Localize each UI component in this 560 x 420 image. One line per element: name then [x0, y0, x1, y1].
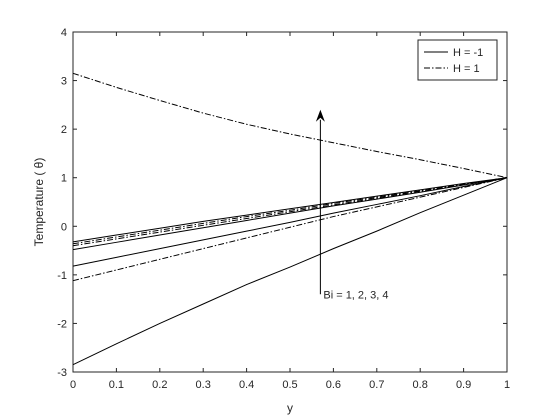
y-tick-label: -3 — [57, 367, 67, 379]
series-line-h-minus-1-3 — [72, 177, 508, 243]
plot-area — [72, 31, 508, 373]
x-tick-label: 0 — [70, 379, 76, 391]
x-tick-label: 0.8 — [413, 379, 428, 391]
legend-label-h-1: H = 1 — [453, 63, 480, 75]
y-tick-label: 4 — [61, 27, 67, 39]
x-tick-label: 0.5 — [282, 379, 297, 391]
x-axis-title: y — [287, 401, 293, 415]
legend-box — [417, 39, 498, 81]
y-tick-label: 1 — [61, 173, 67, 185]
series-line-h-1-6 — [72, 177, 508, 247]
axes: 0 0.1 0.2 0.3 0.4 0.5 0.6 0.7 0.8 0.9 1 -3 -2 -1 0 1 2 3 4 — [57, 27, 510, 391]
x-tick-label: 0.1 — [109, 379, 124, 391]
y-tick-label: -2 — [57, 318, 67, 330]
y-axis-title: Temperature ( θ) — [32, 158, 46, 247]
x-tick-label: 0.6 — [326, 379, 341, 391]
series-line-h-minus-1-1 — [72, 177, 508, 267]
y-tick-label: -1 — [57, 270, 67, 282]
y-tick-label: 2 — [61, 124, 67, 136]
series-line-h-minus-1-0 — [72, 177, 508, 366]
series-layer — [72, 72, 508, 366]
legend-label-h-minus-1: H = -1 — [453, 47, 483, 59]
series-line-h-1-5 — [72, 177, 508, 282]
series-line-h-1-4 — [72, 72, 508, 179]
annotation-arrowhead — [315, 109, 325, 122]
series-line-h-1-7 — [72, 177, 508, 245]
annotation: Bi = 1, 2, 3, 4 — [315, 109, 389, 301]
y-tick-label: 0 — [61, 221, 67, 233]
x-tick-label: 0.9 — [456, 379, 471, 391]
x-tick-label: 1 — [504, 379, 510, 391]
x-tick-label: 0.7 — [369, 379, 384, 391]
x-tick-label: 0.4 — [239, 379, 254, 391]
plot-frame — [72, 31, 508, 373]
series-line-h-minus-1-2 — [72, 177, 508, 251]
x-tick-label: 0.3 — [196, 379, 211, 391]
x-tick-label: 0.2 — [152, 379, 167, 391]
legend: H = -1 H = 1 — [417, 39, 498, 81]
y-tick-label: 3 — [61, 76, 67, 88]
annotation-label: Bi = 1, 2, 3, 4 — [323, 289, 388, 301]
